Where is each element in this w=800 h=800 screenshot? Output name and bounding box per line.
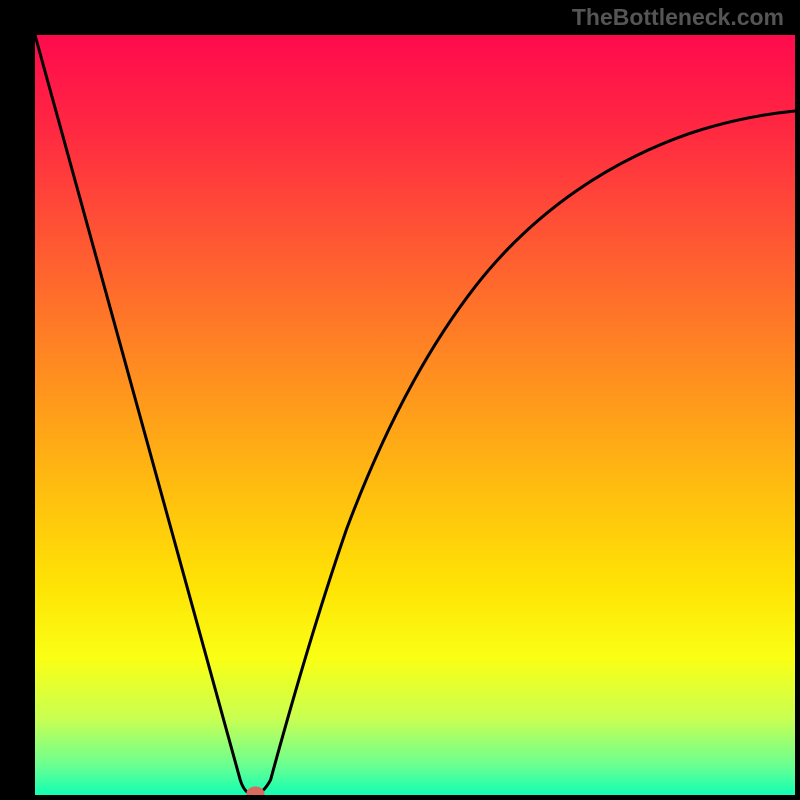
plot-area	[35, 35, 795, 795]
bottleneck-curve	[35, 35, 795, 795]
curve-path	[35, 35, 795, 795]
min-marker	[246, 786, 264, 795]
watermark-text: TheBottleneck.com	[572, 4, 784, 31]
